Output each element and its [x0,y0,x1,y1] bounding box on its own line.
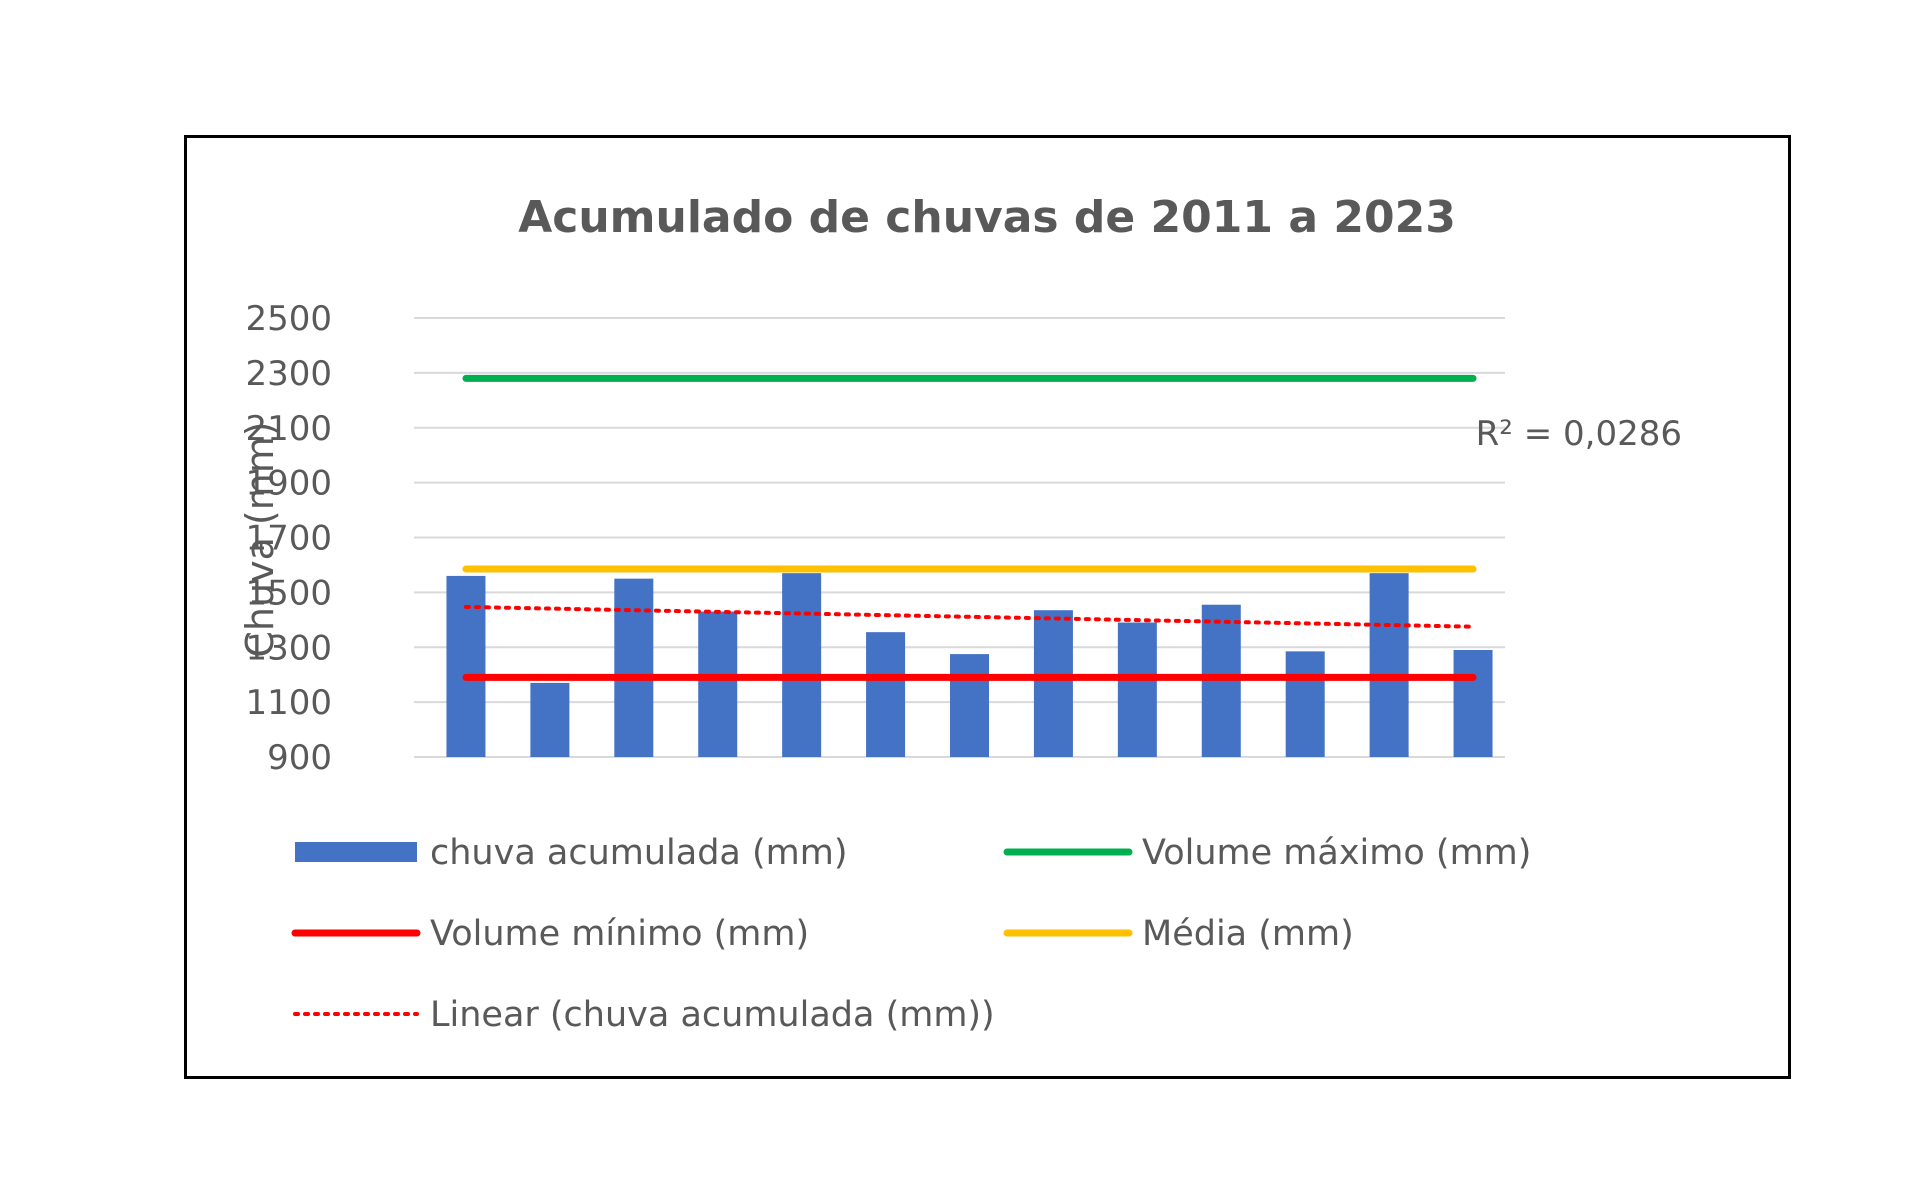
linear-trendline [463,604,1476,629]
bar [1285,651,1325,757]
chart-title: Acumulado de chuvas de 2011 a 2023 [518,192,1456,243]
bar [1033,610,1073,757]
bar [1453,649,1493,757]
bar [1369,573,1409,757]
y-tick-label: 1500 [245,573,332,613]
y-tick-label: 1300 [245,628,332,668]
line-series [462,374,1477,681]
bar [866,632,906,757]
y-tick-labels: 2500 2300 2100 1900 1700 1500 1300 1100 900 [245,299,332,778]
bar [950,654,989,757]
y-tick-label: 1100 [245,683,332,723]
bar [782,573,822,757]
bar [446,575,486,757]
bar [530,682,570,757]
legend: chuva acumulada (mm) Volume máximo (mm) Vo… [291,833,1531,1035]
legend-label: Volume mínimo (mm) [430,914,809,954]
legend-label: Média (mm) [1142,914,1354,954]
bar [614,578,654,757]
bar-series [446,573,1493,757]
legend-label: Linear (chuva acumulada (mm)) [430,995,995,1035]
bar [698,611,738,757]
chart-frame: Acumulado de chuvas de 2011 a 2023 2500 2… [184,135,1791,1079]
r-squared-annotation: R² = 0,0286 [1476,414,1682,454]
y-tick-label: 1900 [245,464,332,504]
y-axis-title: Chuva (mm) [238,421,282,657]
legend-label: chuva acumulada (mm) [430,833,848,873]
bar [1117,622,1157,757]
y-tick-label: 900 [267,738,332,778]
y-tick-label: 2500 [245,299,332,339]
y-tick-label: 2100 [245,409,332,449]
chart-svg: Acumulado de chuvas de 2011 a 2023 25002… [238,192,1682,1035]
y-tick-label: 1700 [245,519,332,559]
legend-label: Volume máximo (mm) [1142,833,1531,873]
legend-swatch [295,842,417,862]
y-tick-label: 2300 [245,354,332,394]
